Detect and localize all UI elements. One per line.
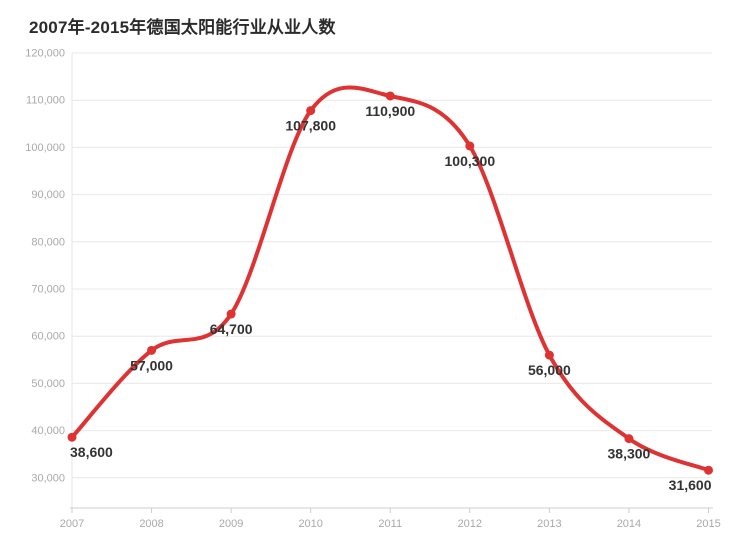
data-point-marker [306,106,316,116]
x-axis-label: 2014 [617,518,641,530]
data-point-label: 38,600 [70,444,113,460]
y-axis-label: 70,000 [31,284,65,296]
y-axis-label: 60,000 [31,331,65,343]
data-point-label: 56,000 [528,362,571,378]
x-axis-label: 2007 [60,518,84,530]
x-axis-label: 2009 [219,518,243,530]
data-point-marker [465,141,475,151]
x-axis-label: 2013 [537,518,561,530]
data-point-marker [624,434,634,444]
y-axis-label: 40,000 [31,425,65,437]
y-axis-label: 120,000 [25,48,65,60]
x-axis-label: 2015 [696,518,720,530]
data-point-label: 31,600 [669,477,712,493]
x-axis-label: 2011 [378,518,402,530]
data-point-marker [544,350,554,360]
data-point-label: 107,800 [285,118,336,134]
y-axis-label: 80,000 [31,236,65,248]
data-point-label: 110,900 [365,103,415,119]
y-axis-label: 90,000 [31,189,65,201]
data-point-marker [226,309,236,319]
y-axis-label: 30,000 [31,472,65,484]
y-axis-label: 110,000 [26,95,65,107]
data-point-label: 38,300 [608,446,651,462]
data-point-marker [385,91,395,101]
data-point-marker [147,345,157,355]
y-axis-label: 100,000 [25,142,65,154]
data-point-label: 57,000 [130,357,173,373]
x-axis-label: 2010 [298,518,322,530]
data-point-marker [67,432,77,442]
chart-title: 2007年-2015年德国太阳能行业从业人数 [29,18,336,37]
y-axis-label: 50,000 [31,378,65,390]
x-axis-label: 2012 [458,518,482,530]
x-axis-label: 2008 [139,518,163,530]
data-point-label: 100,300 [445,153,496,169]
data-point-label: 64,700 [210,321,253,337]
series-line [70,85,711,473]
data-point-marker [704,465,713,475]
